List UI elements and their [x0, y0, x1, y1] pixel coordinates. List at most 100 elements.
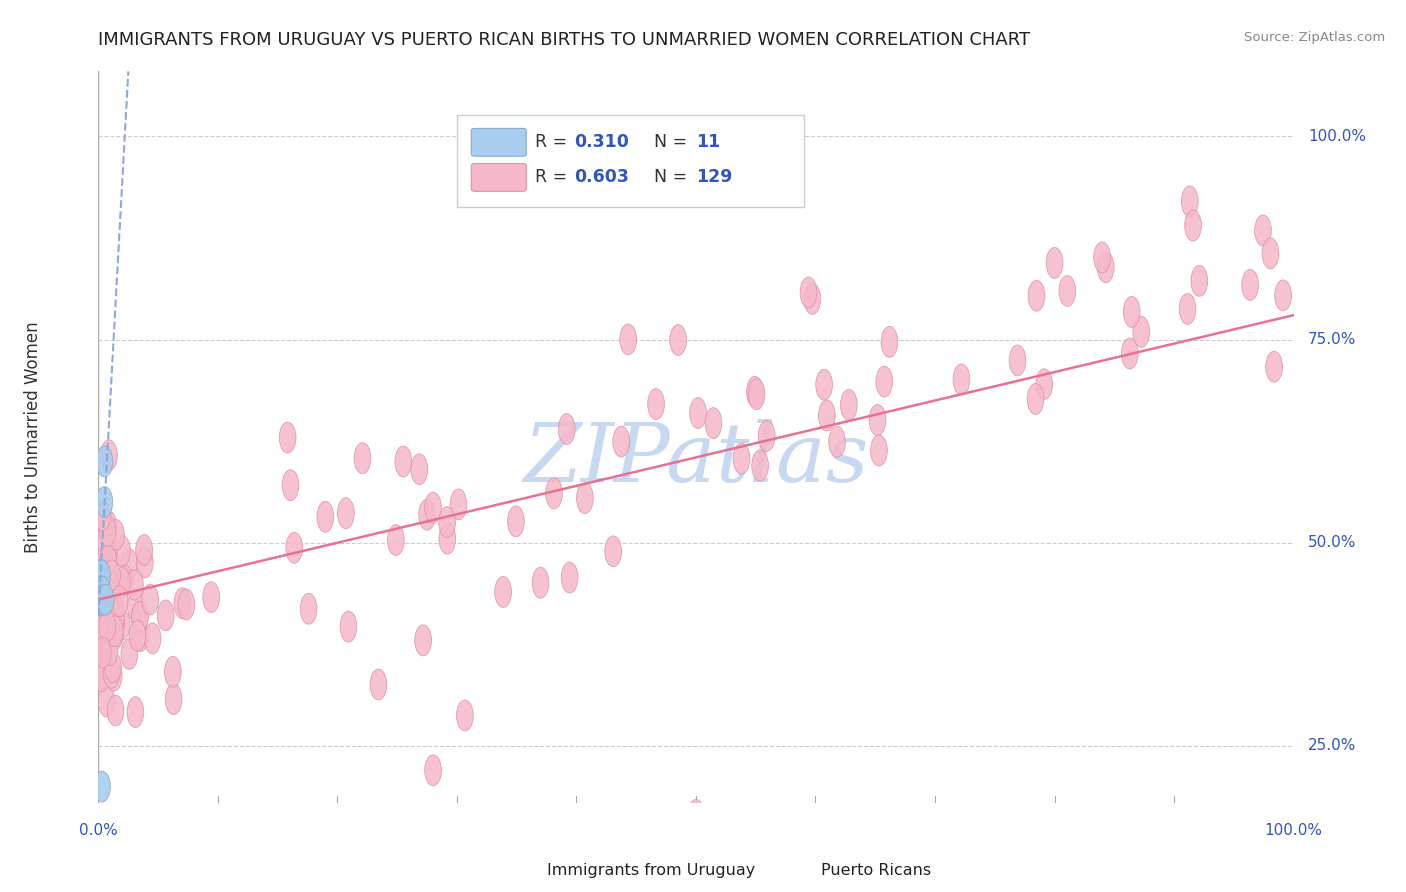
Ellipse shape [114, 609, 131, 640]
Ellipse shape [128, 591, 145, 622]
Text: Immigrants from Uruguay: Immigrants from Uruguay [547, 863, 755, 879]
Ellipse shape [98, 686, 115, 717]
Ellipse shape [283, 470, 299, 500]
Ellipse shape [415, 625, 432, 656]
Text: 75.0%: 75.0% [1308, 332, 1357, 347]
Ellipse shape [136, 534, 152, 566]
Ellipse shape [613, 426, 630, 457]
Ellipse shape [285, 533, 302, 563]
Ellipse shape [91, 628, 108, 659]
Ellipse shape [1059, 276, 1076, 307]
Ellipse shape [142, 584, 159, 615]
Text: ZIPatlas: ZIPatlas [523, 419, 869, 499]
Ellipse shape [495, 576, 512, 607]
Ellipse shape [280, 422, 297, 453]
Ellipse shape [101, 543, 118, 574]
FancyBboxPatch shape [495, 858, 541, 884]
Ellipse shape [1265, 351, 1282, 382]
Ellipse shape [121, 639, 138, 669]
Ellipse shape [114, 535, 131, 566]
Ellipse shape [93, 597, 108, 628]
FancyBboxPatch shape [770, 858, 815, 884]
Ellipse shape [1180, 293, 1197, 325]
Ellipse shape [395, 446, 412, 477]
Ellipse shape [96, 487, 112, 517]
Ellipse shape [93, 568, 110, 599]
Ellipse shape [1254, 215, 1271, 246]
Ellipse shape [758, 420, 775, 451]
Ellipse shape [98, 611, 115, 641]
Ellipse shape [733, 443, 749, 474]
Ellipse shape [91, 560, 108, 591]
Ellipse shape [121, 549, 138, 580]
Ellipse shape [91, 576, 108, 607]
Text: 100.0%: 100.0% [1264, 823, 1323, 838]
Text: 129: 129 [696, 169, 733, 186]
Ellipse shape [576, 483, 593, 514]
FancyBboxPatch shape [471, 128, 526, 156]
Ellipse shape [301, 593, 316, 624]
Ellipse shape [411, 454, 427, 484]
Ellipse shape [101, 570, 118, 600]
Ellipse shape [450, 489, 467, 520]
Ellipse shape [1263, 238, 1279, 268]
Ellipse shape [337, 498, 354, 529]
Ellipse shape [107, 615, 124, 647]
Ellipse shape [688, 799, 704, 830]
Ellipse shape [132, 621, 149, 651]
Ellipse shape [1181, 186, 1198, 217]
Text: 25.0%: 25.0% [1308, 739, 1357, 754]
Ellipse shape [104, 652, 121, 682]
Ellipse shape [101, 440, 117, 471]
Ellipse shape [1133, 317, 1150, 347]
Ellipse shape [127, 569, 143, 600]
Ellipse shape [96, 522, 112, 553]
Text: 0.310: 0.310 [574, 133, 628, 152]
Ellipse shape [107, 519, 124, 550]
Ellipse shape [876, 367, 893, 397]
Text: 0.0%: 0.0% [79, 823, 118, 838]
Ellipse shape [425, 492, 441, 523]
Ellipse shape [94, 644, 111, 674]
Ellipse shape [96, 446, 112, 477]
Text: N =: N = [654, 169, 693, 186]
Ellipse shape [94, 500, 111, 531]
Ellipse shape [818, 400, 835, 431]
Ellipse shape [1028, 384, 1043, 415]
Ellipse shape [1097, 252, 1114, 283]
Ellipse shape [94, 584, 111, 615]
Ellipse shape [93, 661, 110, 691]
Ellipse shape [620, 324, 637, 355]
Ellipse shape [107, 619, 124, 650]
Ellipse shape [157, 600, 174, 631]
Ellipse shape [127, 697, 143, 728]
Ellipse shape [800, 277, 817, 308]
Ellipse shape [605, 536, 621, 566]
Ellipse shape [94, 576, 111, 607]
Ellipse shape [882, 326, 898, 358]
Ellipse shape [132, 601, 149, 632]
Ellipse shape [91, 574, 108, 605]
Text: N =: N = [654, 133, 693, 152]
Ellipse shape [1036, 368, 1053, 400]
Ellipse shape [104, 595, 121, 626]
Ellipse shape [1275, 280, 1292, 310]
Ellipse shape [690, 398, 706, 428]
Text: 0.603: 0.603 [574, 169, 628, 186]
Ellipse shape [117, 566, 134, 596]
Ellipse shape [96, 648, 112, 680]
Ellipse shape [752, 450, 769, 481]
Ellipse shape [111, 586, 128, 616]
Ellipse shape [91, 554, 108, 584]
Text: R =: R = [534, 133, 572, 152]
Ellipse shape [870, 435, 887, 466]
Ellipse shape [165, 684, 181, 714]
Ellipse shape [129, 620, 146, 651]
Ellipse shape [1241, 269, 1258, 301]
Ellipse shape [508, 506, 524, 537]
Text: Puerto Ricans: Puerto Ricans [821, 863, 932, 879]
Text: 100.0%: 100.0% [1308, 128, 1365, 144]
Ellipse shape [103, 657, 120, 689]
Ellipse shape [616, 812, 633, 843]
Ellipse shape [91, 584, 108, 615]
